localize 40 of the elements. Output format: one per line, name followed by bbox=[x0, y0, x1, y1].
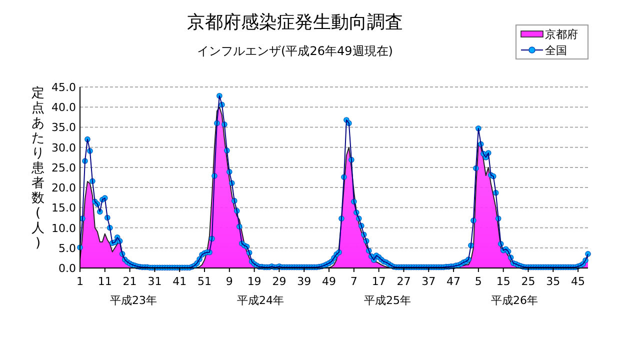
y-tick-label: 5.0 bbox=[58, 242, 76, 255]
x-tick-label: 29 bbox=[272, 275, 286, 288]
y-tick-label: 35.0 bbox=[52, 121, 76, 134]
x-tick-label: 1 bbox=[76, 275, 84, 288]
y-tick-label: 10.0 bbox=[52, 222, 76, 235]
x-tick-label: 51 bbox=[198, 275, 212, 288]
x-tick-label: 15 bbox=[496, 275, 510, 288]
x-tick-label: 9 bbox=[226, 275, 233, 288]
legend-label: 京都府 bbox=[545, 28, 578, 41]
x-tick-label: 41 bbox=[172, 275, 187, 288]
y-tick-label: 40.0 bbox=[52, 101, 76, 114]
x-tick-label: 21 bbox=[122, 275, 137, 288]
x-tick-label: 17 bbox=[372, 275, 386, 288]
y-tick-label: 20.0 bbox=[52, 182, 76, 195]
text: 平成23年 bbox=[110, 294, 157, 307]
y-tick-label: 30.0 bbox=[52, 141, 76, 154]
text: 平成25年 bbox=[364, 294, 411, 307]
x-tick-label: 45 bbox=[571, 275, 586, 288]
y-tick-label: 25.0 bbox=[52, 161, 76, 174]
chart-subtitle: インフルエンザ(平成26年49週現在) bbox=[197, 44, 393, 58]
x-tick-label: 5 bbox=[474, 275, 482, 288]
y-tick-label: 45.0 bbox=[52, 81, 76, 94]
x-tick-label: 31 bbox=[148, 275, 162, 288]
x-tick-label: 11 bbox=[98, 275, 112, 288]
x-tick-label: 35 bbox=[546, 275, 560, 288]
x-tick-label: 39 bbox=[297, 275, 312, 288]
x-tick-label: 19 bbox=[247, 275, 262, 288]
x-tick-label: 25 bbox=[521, 275, 536, 288]
text: 定点あたり患者数(人) bbox=[32, 86, 44, 251]
text: 平成24年 bbox=[237, 294, 284, 307]
chart-title: 京都府感染症発生動向調査 bbox=[187, 12, 403, 33]
x-tick-label: 37 bbox=[422, 275, 436, 288]
x-tick-label: 27 bbox=[396, 275, 411, 288]
y-tick-label: 0.0 bbox=[58, 262, 76, 275]
x-tick-label: 7 bbox=[350, 275, 358, 288]
legend-label: 全国 bbox=[545, 44, 567, 57]
text: 平成26年 bbox=[491, 294, 538, 307]
x-tick-label: 47 bbox=[446, 275, 461, 288]
x-tick-label: 49 bbox=[322, 275, 336, 288]
y-tick-label: 15.0 bbox=[52, 202, 76, 215]
